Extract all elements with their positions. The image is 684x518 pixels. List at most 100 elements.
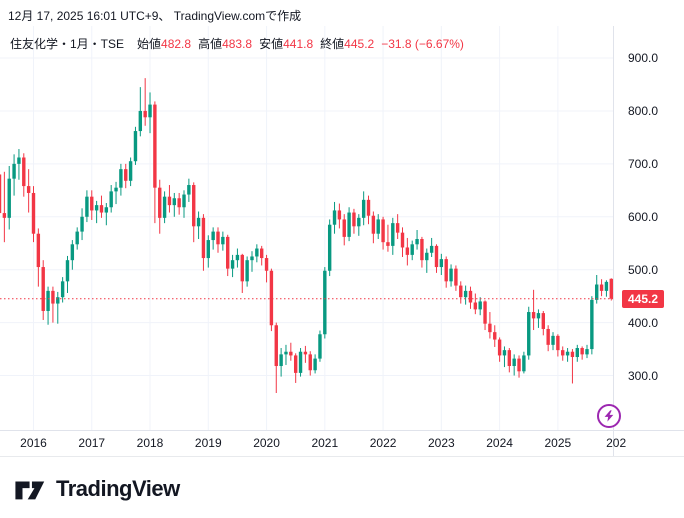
candle-body <box>211 231 215 241</box>
candle-body <box>177 198 181 208</box>
candle-body <box>313 358 317 371</box>
candle-body <box>289 351 293 356</box>
candle-body <box>459 285 463 298</box>
candle-body <box>493 332 497 340</box>
candle-body <box>395 223 400 233</box>
candle-body <box>12 163 16 179</box>
candle-body <box>36 233 41 268</box>
time-tick-label: 2022 <box>369 436 397 450</box>
price-tick-label: 600.0 <box>628 209 659 224</box>
candle-body <box>70 244 75 261</box>
candle-body <box>439 259 444 268</box>
candle-body <box>104 207 109 213</box>
candle-body <box>235 254 240 261</box>
candle-body <box>366 199 371 216</box>
candle-body <box>318 334 322 359</box>
candle-body <box>551 335 555 345</box>
candle-body <box>148 104 152 118</box>
open-value: 482.8 <box>161 37 192 51</box>
price-axis[interactable]: 900.0 800.0 700.0 600.0 500.0 400.0 300.0 <box>614 26 684 430</box>
price-tick-label: 800.0 <box>628 103 659 118</box>
widget-bottom-border <box>0 456 684 457</box>
candle-body <box>604 281 609 291</box>
candle-body <box>124 169 128 181</box>
candle-body <box>536 313 541 319</box>
candle-body <box>17 157 21 164</box>
candle-body <box>449 268 453 282</box>
candle-body <box>425 252 429 261</box>
time-tick-label: 2020 <box>253 436 280 450</box>
candle-body <box>255 248 259 257</box>
candle-body <box>216 231 220 245</box>
price-axis-separator <box>613 26 614 456</box>
candle-body <box>7 178 11 218</box>
candle-body <box>162 196 167 218</box>
candle-body <box>85 196 89 217</box>
candle-body <box>381 219 385 243</box>
candle-body <box>386 242 390 246</box>
candle-body <box>65 260 70 282</box>
candle-body <box>337 210 342 220</box>
candle-body <box>595 284 599 300</box>
candle-body <box>230 260 235 269</box>
time-tick-label: 2021 <box>311 436 339 450</box>
time-tick-label: 2024 <box>486 436 513 450</box>
candle-body <box>245 260 249 282</box>
candle-body <box>599 284 604 291</box>
tradingview-logo-text: TradingView <box>56 476 180 501</box>
candle-body <box>478 301 482 310</box>
candle-body <box>507 350 512 367</box>
low-label: 安値 <box>259 37 284 51</box>
candle-body <box>167 196 172 206</box>
candle-body <box>371 215 376 234</box>
candle-body <box>274 325 278 367</box>
chart-legend: 住友化学・1月・TSE 始値482.8 高値483.8 安値441.8 終値445.2−… <box>10 35 464 52</box>
candle-body <box>429 245 434 253</box>
candle-body <box>250 256 254 261</box>
candle-body <box>590 299 594 350</box>
price-tick-label: 900.0 <box>628 51 659 66</box>
candle-body <box>259 248 264 259</box>
candle-body <box>143 110 147 118</box>
candle-body <box>26 186 31 193</box>
candle-body <box>357 217 361 227</box>
boost-button[interactable] <box>597 404 621 428</box>
price-tick-label: 400.0 <box>628 315 659 330</box>
candle-body <box>342 219 346 237</box>
candle-body <box>240 254 244 282</box>
candle-body <box>531 312 536 319</box>
symbol-title: 住友化学・1月・TSE <box>10 37 125 51</box>
time-axis[interactable]: 2016 2017 2018 2019 2020 2021 2022 2023 2024 2025… <box>0 431 684 456</box>
candle-body <box>172 198 177 206</box>
candle-body <box>192 185 196 227</box>
candle-body <box>99 205 104 213</box>
candle-body <box>546 328 550 345</box>
price-tick-label: 300.0 <box>628 368 659 383</box>
candle-body <box>502 350 507 356</box>
candle-body <box>609 278 613 299</box>
candle-body <box>352 212 356 227</box>
candle-body <box>182 194 186 208</box>
candle-body <box>361 199 366 218</box>
time-tick-label: 2025 <box>544 436 572 450</box>
candle-body <box>31 192 36 234</box>
price-tick-label: 700.0 <box>628 156 659 171</box>
candle-body <box>187 185 191 195</box>
candle-body <box>512 358 516 367</box>
candle-body <box>56 297 60 304</box>
candle-body <box>221 236 225 245</box>
candle-body <box>541 313 546 329</box>
candle-body <box>303 351 308 355</box>
candle-body <box>298 351 303 373</box>
change-value: −31.8 (−6.67%) <box>381 37 464 51</box>
candle-body <box>138 110 143 132</box>
candle-body <box>284 351 288 355</box>
candle-body <box>80 216 84 232</box>
candle-body <box>153 104 157 188</box>
tradingview-logo[interactable]: TradingView <box>14 476 180 502</box>
price-tick-label: 500.0 <box>628 262 659 277</box>
candle-body <box>522 355 526 372</box>
candle-body <box>517 358 521 372</box>
